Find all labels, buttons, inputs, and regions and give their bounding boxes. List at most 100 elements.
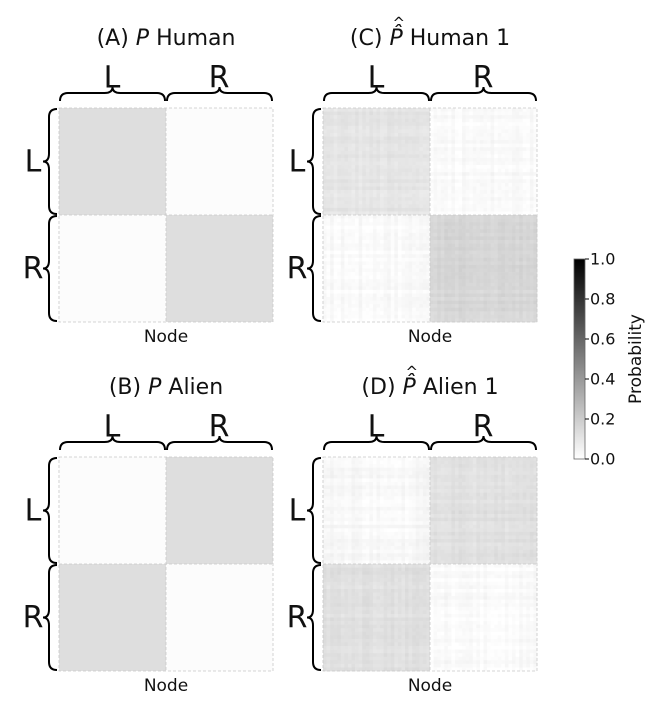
heatmap-cell: [387, 247, 392, 251]
heatmap-cell: [351, 236, 356, 241]
heatmap-cell: [483, 457, 488, 461]
heatmap-cell: [444, 264, 449, 269]
heatmap-cell: [394, 489, 399, 493]
heatmap-cell: [323, 506, 327, 511]
heatmap-cell: [444, 222, 449, 226]
heatmap-cell: [519, 304, 524, 309]
heatmap-cell: [344, 140, 349, 144]
heatmap-cell: [408, 140, 413, 144]
heatmap-cell: [426, 215, 431, 219]
heatmap-cell: [454, 179, 459, 184]
heatmap-cell: [437, 157, 441, 162]
heatmap-cell: [529, 157, 534, 162]
heatmap-cell: [383, 528, 388, 533]
heatmap-cell: [376, 118, 381, 123]
heatmap-cell: [355, 140, 359, 144]
heatmap-cell: [533, 165, 538, 169]
heatmap-cell: [508, 182, 513, 187]
heatmap-cell: [458, 250, 463, 255]
heatmap-cell: [462, 481, 466, 486]
heatmap-cell: [337, 215, 342, 219]
heatmap-cell: [419, 485, 424, 490]
heatmap-cell: [472, 478, 477, 483]
heatmap-cell: [447, 307, 452, 312]
heatmap-cell: [358, 275, 363, 280]
heatmap-cell: [344, 521, 349, 526]
heatmap-cell: [351, 457, 356, 461]
heatmap-cell: [504, 457, 509, 461]
heatmap-cell: [533, 204, 538, 209]
heatmap-cell: [515, 250, 520, 255]
heatmap-cell: [483, 268, 488, 273]
heatmap-cell: [333, 190, 338, 194]
heatmap-cell: [380, 314, 384, 319]
heatmap-cell: [451, 272, 456, 276]
heatmap-cell: [412, 122, 417, 127]
heatmap-cell: [430, 225, 434, 230]
heatmap-cell: [426, 197, 431, 202]
heatmap-cell: [444, 489, 449, 493]
heatmap-cell: [387, 136, 392, 141]
heatmap-cell: [365, 531, 370, 536]
heatmap-cell: [401, 311, 406, 316]
heatmap-cell: [533, 207, 538, 212]
heatmap-cell: [522, 506, 527, 511]
heatmap-cell: [508, 108, 513, 112]
heatmap-cell: [469, 293, 474, 298]
heatmap-cell: [508, 157, 513, 162]
heatmap-cell: [344, 215, 349, 219]
heatmap-cell: [330, 275, 334, 280]
heatmap-cell: [337, 546, 342, 551]
heatmap-cell: [383, 150, 388, 155]
heatmap-cell: [330, 506, 334, 511]
heatmap-cell: [401, 172, 406, 177]
heatmap-cell: [447, 108, 452, 112]
heatmap-cell: [433, 282, 438, 287]
heatmap-cell: [479, 481, 484, 486]
heatmap-cell: [394, 318, 399, 323]
heatmap-cell: [365, 506, 370, 511]
heatmap-cell: [358, 531, 363, 536]
heatmap-cell: [337, 481, 342, 486]
heatmap-cell: [426, 211, 431, 216]
heatmap-cell: [451, 243, 456, 248]
heatmap-cell: [440, 510, 445, 515]
heatmap-cell: [351, 261, 356, 266]
heatmap-cell: [451, 289, 456, 294]
heatmap-cell: [526, 272, 531, 276]
heatmap-cell: [454, 304, 459, 309]
heatmap-cell: [369, 528, 374, 533]
heatmap-cell: [358, 272, 363, 276]
heatmap-cell: [390, 111, 395, 116]
heatmap-cell: [412, 239, 417, 244]
heatmap-cell: [397, 506, 402, 511]
heatmap-cell: [451, 186, 456, 191]
heatmap-cell: [415, 503, 420, 508]
heatmap-cell: [512, 467, 516, 472]
heatmap-cell: [362, 225, 367, 230]
heatmap-cell: [337, 503, 342, 508]
heatmap-cell: [508, 218, 513, 223]
heatmap-cell: [323, 111, 327, 116]
heatmap-cell: [465, 239, 470, 244]
heatmap-cell: [347, 168, 352, 173]
heatmap-cell: [494, 279, 499, 284]
heatmap-cell: [451, 282, 456, 287]
heatmap-cell: [476, 318, 481, 323]
heatmap-cell: [458, 136, 463, 141]
heatmap-cell: [415, 560, 420, 565]
heatmap-cell: [412, 492, 417, 497]
heatmap-cell: [479, 118, 484, 123]
heatmap-cell: [401, 546, 406, 551]
heatmap-cell: [337, 172, 342, 177]
heatmap-cell: [358, 257, 363, 262]
heatmap-cell: [333, 111, 338, 116]
heatmap-cell: [376, 243, 381, 248]
heatmap-cell: [323, 200, 327, 205]
heatmap-cell: [405, 471, 409, 476]
heatmap-cell: [405, 197, 409, 202]
heatmap-cell: [497, 154, 502, 159]
heatmap-cell: [330, 549, 334, 554]
heatmap-cell: [408, 125, 413, 130]
heatmap-cell: [529, 272, 534, 276]
